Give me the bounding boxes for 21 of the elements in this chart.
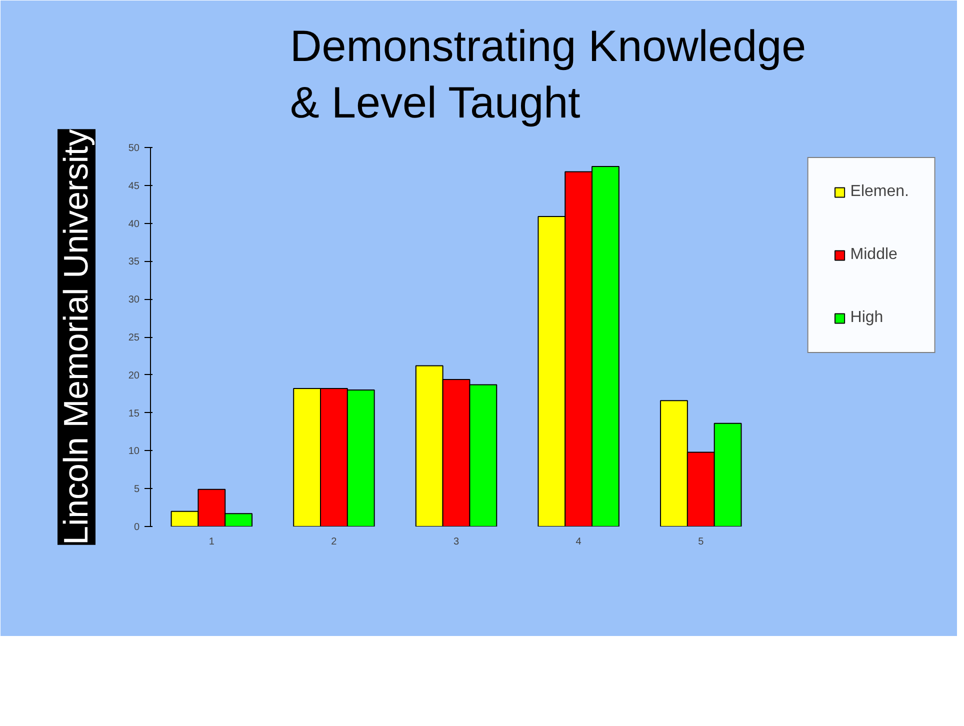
x-tick-label: 2 [331,536,338,548]
legend-label: Middle [850,246,898,264]
y-tick-label: 20 [128,370,140,382]
y-tick-label: 15 [128,408,140,420]
y-tick-label: 10 [128,446,140,458]
x-tick-label: 5 [698,536,704,548]
text: Lincoln Memorial University [58,129,96,545]
y-tick-label: 5 [134,484,140,496]
y-tick-label: 35 [128,256,140,268]
y-tick-label: 40 [128,218,140,230]
x-tick-label: 3 [453,536,460,548]
legend-label: Elemen. [850,183,909,201]
chart-title: Demonstrating Knowledge & Level Taught [290,22,806,128]
legend-label: High [850,309,884,327]
y-tick-label: 45 [128,180,140,192]
y-tick-label: 25 [128,332,140,344]
y-tick-label: 50 [128,143,140,154]
x-tick-label: 4 [576,536,582,548]
y-tick-label: 0 [134,522,140,533]
x-tick-label: 1 [208,536,215,548]
y-tick-label: 30 [128,294,140,306]
